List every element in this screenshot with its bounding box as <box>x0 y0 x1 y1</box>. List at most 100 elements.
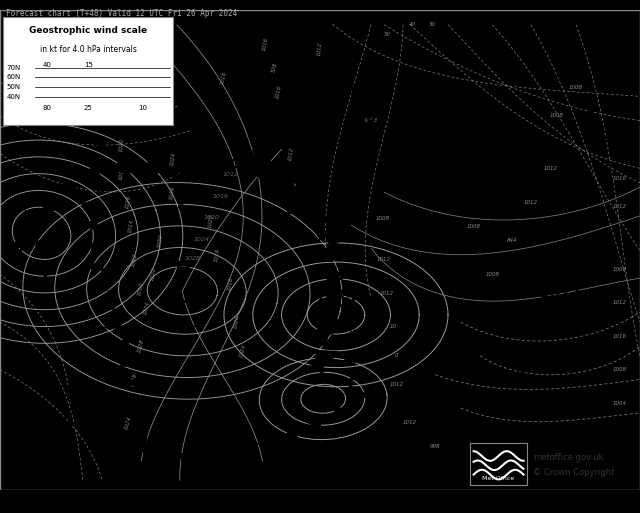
Polygon shape <box>319 254 337 261</box>
Text: 1020: 1020 <box>208 214 214 229</box>
Polygon shape <box>332 337 351 346</box>
Text: 1020: 1020 <box>150 267 157 282</box>
Text: 1030: 1030 <box>52 415 95 430</box>
Polygon shape <box>122 377 143 387</box>
Polygon shape <box>275 173 296 189</box>
Text: 1016: 1016 <box>613 175 627 181</box>
Text: 1000: 1000 <box>302 391 344 406</box>
Text: 1005: 1005 <box>430 197 472 212</box>
Polygon shape <box>259 439 272 452</box>
Polygon shape <box>284 429 299 442</box>
Text: L: L <box>586 96 598 116</box>
Text: 1002: 1002 <box>315 295 357 310</box>
Bar <box>470 443 527 485</box>
Text: 1008: 1008 <box>613 267 627 272</box>
Text: H: H <box>163 135 180 154</box>
Text: 1016: 1016 <box>262 36 269 51</box>
Text: 1024: 1024 <box>143 300 151 315</box>
Polygon shape <box>303 200 325 217</box>
Text: metoffice.gov.uk: metoffice.gov.uk <box>533 453 604 462</box>
Text: 1012: 1012 <box>377 257 391 262</box>
Text: L: L <box>330 265 342 284</box>
Text: 1005: 1005 <box>283 202 325 217</box>
Text: 996: 996 <box>13 240 45 255</box>
Polygon shape <box>84 261 104 271</box>
Text: 1008: 1008 <box>334 115 376 130</box>
Polygon shape <box>125 436 145 447</box>
Polygon shape <box>326 230 346 249</box>
Polygon shape <box>84 158 104 168</box>
Text: 70N: 70N <box>6 65 20 71</box>
Polygon shape <box>316 351 337 360</box>
Text: 1012: 1012 <box>380 291 394 296</box>
Polygon shape <box>41 198 60 210</box>
Polygon shape <box>179 454 191 467</box>
Text: 25: 25 <box>84 105 93 111</box>
Text: 1012: 1012 <box>131 252 138 267</box>
Text: 1024: 1024 <box>193 237 209 242</box>
Polygon shape <box>307 417 323 430</box>
Polygon shape <box>84 74 104 85</box>
Text: 1012: 1012 <box>403 420 417 425</box>
Text: 1024: 1024 <box>169 185 177 200</box>
Polygon shape <box>110 338 131 348</box>
Text: 1012: 1012 <box>288 147 294 162</box>
Text: 844: 844 <box>507 238 517 243</box>
Text: 1028: 1028 <box>137 339 145 353</box>
Polygon shape <box>151 452 164 466</box>
Text: H: H <box>552 255 568 274</box>
Text: 1008: 1008 <box>550 113 564 119</box>
Text: 1028: 1028 <box>130 372 139 387</box>
Polygon shape <box>210 152 220 168</box>
Polygon shape <box>309 215 330 227</box>
Polygon shape <box>63 181 80 193</box>
Polygon shape <box>125 397 145 407</box>
Text: 10: 10 <box>390 324 397 329</box>
Text: L: L <box>246 126 259 145</box>
Text: 997: 997 <box>509 396 541 411</box>
Text: 15: 15 <box>84 62 93 68</box>
Polygon shape <box>233 447 245 461</box>
Text: L: L <box>518 365 531 384</box>
Text: 1014: 1014 <box>128 219 134 233</box>
Text: 1008: 1008 <box>376 216 390 222</box>
Polygon shape <box>317 326 339 334</box>
Text: © Crown Copyright: © Crown Copyright <box>533 468 614 477</box>
Text: 30: 30 <box>429 22 435 27</box>
Polygon shape <box>81 241 101 251</box>
Polygon shape <box>328 402 345 414</box>
Polygon shape <box>88 167 103 181</box>
Text: 1012: 1012 <box>524 200 538 205</box>
Text: 50N: 50N <box>6 84 20 90</box>
Text: 1005: 1005 <box>232 156 274 171</box>
Text: Met Office: Met Office <box>483 476 515 481</box>
Text: 10: 10 <box>138 105 147 111</box>
Text: 1028: 1028 <box>161 290 204 306</box>
Text: 40: 40 <box>42 62 51 68</box>
Text: 40N: 40N <box>6 93 20 100</box>
Polygon shape <box>118 357 138 367</box>
Polygon shape <box>206 452 219 465</box>
Text: 998: 998 <box>430 444 440 449</box>
Text: 1008: 1008 <box>569 85 583 89</box>
Polygon shape <box>319 248 340 256</box>
Text: 1008: 1008 <box>613 367 627 372</box>
Text: in kt for 4.0 hPa intervals: in kt for 4.0 hPa intervals <box>40 45 136 54</box>
Text: 1012: 1012 <box>613 204 627 209</box>
Text: 1016: 1016 <box>613 334 627 339</box>
Polygon shape <box>102 319 123 329</box>
Text: L: L <box>445 166 458 185</box>
Bar <box>3 17 173 125</box>
Text: 60N: 60N <box>6 74 20 81</box>
Polygon shape <box>348 371 366 380</box>
Text: L: L <box>22 209 35 228</box>
Text: 50: 50 <box>384 32 390 37</box>
Text: 1024: 1024 <box>170 152 176 166</box>
Text: 80: 80 <box>42 105 51 111</box>
Text: 1007: 1007 <box>571 127 613 143</box>
Text: 1024: 1024 <box>239 343 247 358</box>
Polygon shape <box>322 272 340 280</box>
Text: 1004: 1004 <box>613 401 627 406</box>
Text: 40: 40 <box>410 22 416 27</box>
Text: 1020: 1020 <box>118 137 125 152</box>
